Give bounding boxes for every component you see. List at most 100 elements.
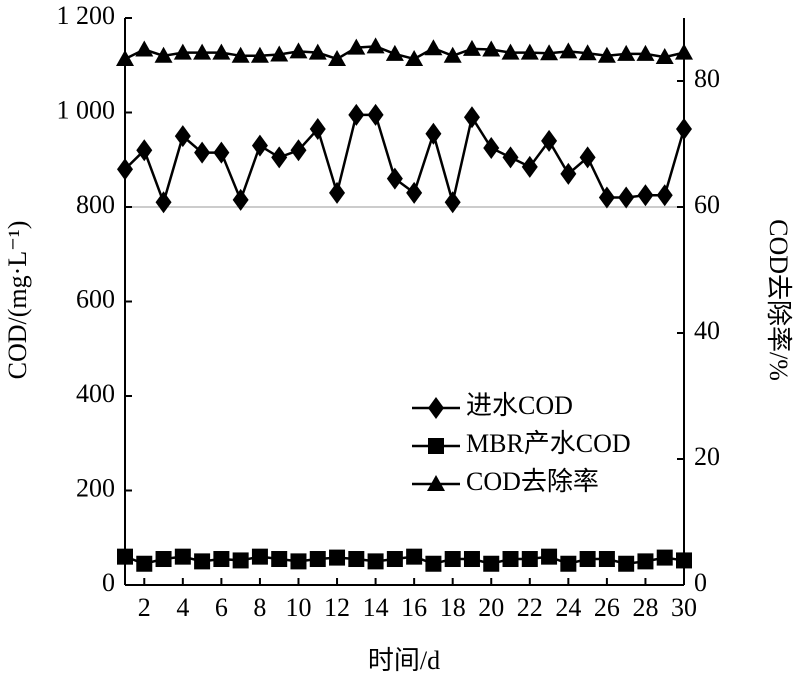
marker bbox=[136, 555, 153, 572]
y2-tick-label: 20 bbox=[694, 442, 720, 471]
marker bbox=[406, 548, 423, 565]
marker bbox=[559, 42, 578, 59]
marker bbox=[155, 551, 172, 568]
marker bbox=[541, 548, 558, 565]
marker bbox=[385, 44, 404, 61]
marker bbox=[425, 555, 442, 572]
marker bbox=[618, 186, 635, 209]
y-tick-label: 800 bbox=[76, 190, 115, 219]
y2-tick-label: 40 bbox=[694, 316, 720, 345]
marker bbox=[174, 548, 191, 565]
marker bbox=[579, 146, 596, 169]
marker bbox=[232, 188, 249, 211]
marker bbox=[117, 158, 133, 181]
marker bbox=[270, 45, 289, 62]
series-line bbox=[124, 113, 686, 207]
legend-label: COD去除率 bbox=[466, 467, 599, 496]
marker bbox=[521, 155, 538, 178]
marker bbox=[502, 146, 519, 169]
marker bbox=[251, 134, 268, 157]
marker bbox=[367, 103, 384, 126]
marker bbox=[520, 43, 539, 60]
x-tick-label: 8 bbox=[253, 593, 266, 622]
marker bbox=[676, 552, 692, 569]
marker bbox=[637, 184, 654, 207]
x-tick-label: 24 bbox=[555, 593, 581, 622]
marker bbox=[290, 139, 307, 162]
marker bbox=[271, 146, 288, 169]
marker bbox=[329, 181, 346, 204]
y-tick-label: 0 bbox=[102, 568, 115, 597]
marker bbox=[444, 191, 461, 214]
marker bbox=[386, 551, 403, 568]
y-axis-label: COD/(mg·L⁻¹) bbox=[3, 221, 32, 380]
marker bbox=[194, 553, 211, 570]
marker bbox=[483, 136, 500, 159]
marker bbox=[579, 551, 596, 568]
marker bbox=[213, 551, 230, 568]
marker bbox=[675, 43, 693, 60]
marker bbox=[462, 39, 481, 56]
marker bbox=[405, 49, 424, 66]
x-tick-label: 6 bbox=[215, 593, 228, 622]
marker bbox=[541, 129, 558, 152]
marker bbox=[655, 48, 674, 65]
marker bbox=[155, 191, 172, 214]
marker bbox=[597, 46, 616, 63]
x-tick-label: 12 bbox=[324, 593, 350, 622]
marker bbox=[637, 553, 654, 570]
x-tick-label: 16 bbox=[401, 593, 427, 622]
marker bbox=[482, 40, 501, 57]
marker bbox=[328, 49, 347, 66]
marker bbox=[425, 122, 442, 145]
x-tick-label: 22 bbox=[517, 593, 543, 622]
marker bbox=[406, 181, 423, 204]
marker bbox=[251, 548, 268, 565]
legend-marker bbox=[427, 475, 445, 491]
marker bbox=[656, 549, 673, 566]
marker bbox=[136, 139, 153, 162]
y-tick-label: 400 bbox=[76, 379, 115, 408]
marker bbox=[366, 37, 385, 54]
legend-label: MBR产水COD bbox=[466, 429, 631, 458]
y-tick-label: 1 000 bbox=[57, 95, 116, 124]
x-tick-label: 18 bbox=[440, 593, 466, 622]
marker bbox=[135, 40, 154, 57]
marker bbox=[348, 103, 365, 126]
marker bbox=[424, 39, 443, 56]
marker bbox=[676, 118, 692, 141]
marker bbox=[617, 44, 636, 61]
marker bbox=[173, 43, 192, 60]
marker bbox=[250, 46, 269, 63]
x-tick-label: 30 bbox=[671, 593, 697, 622]
marker bbox=[329, 549, 346, 566]
legend-marker bbox=[428, 397, 444, 419]
marker bbox=[116, 49, 134, 66]
marker bbox=[289, 42, 308, 59]
x-tick-label: 26 bbox=[594, 593, 620, 622]
marker bbox=[193, 43, 212, 60]
y-tick-label: 200 bbox=[76, 473, 115, 502]
marker bbox=[502, 551, 519, 568]
legend-marker bbox=[428, 438, 444, 454]
marker bbox=[174, 125, 191, 148]
marker bbox=[618, 555, 635, 572]
marker bbox=[501, 43, 520, 60]
marker bbox=[386, 167, 403, 190]
marker bbox=[560, 162, 577, 185]
marker bbox=[194, 141, 211, 164]
marker bbox=[540, 44, 559, 61]
marker bbox=[598, 186, 615, 209]
marker bbox=[309, 118, 326, 141]
y-tick-label: 600 bbox=[76, 284, 115, 313]
y2-tick-label: 60 bbox=[694, 190, 720, 219]
marker bbox=[154, 46, 173, 63]
marker bbox=[231, 46, 250, 63]
marker bbox=[308, 43, 327, 60]
marker bbox=[348, 551, 365, 568]
x-axis-label: 时间/d bbox=[368, 646, 440, 675]
marker bbox=[212, 43, 231, 60]
marker bbox=[367, 553, 384, 570]
x-tick-label: 20 bbox=[478, 593, 504, 622]
x-tick-label: 10 bbox=[285, 593, 311, 622]
